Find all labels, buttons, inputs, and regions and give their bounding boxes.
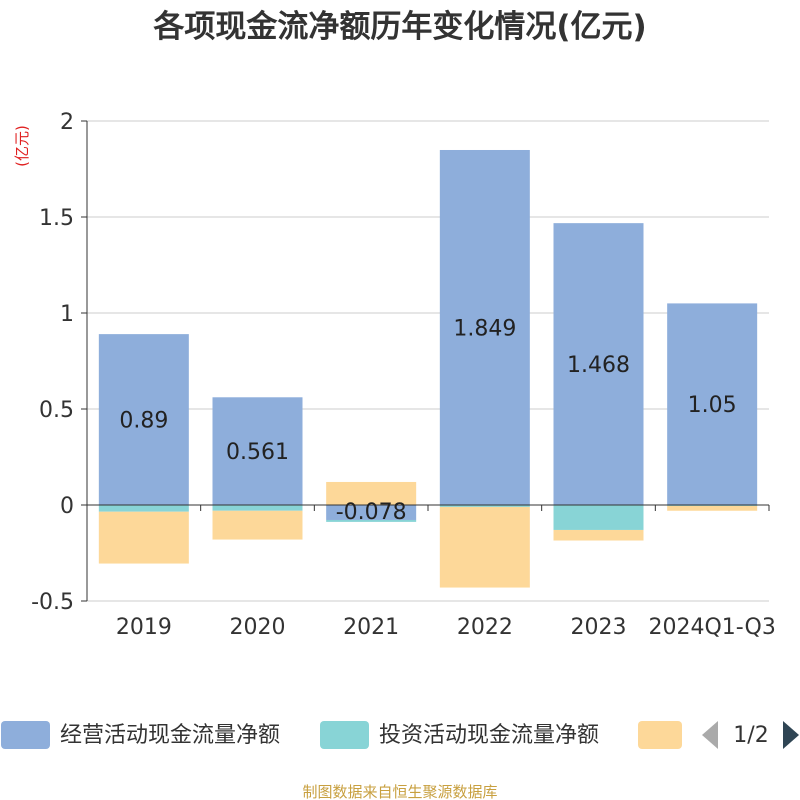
data-label-2020: 0.561 [226,440,289,465]
data-labels: 0.89 0.561 -0.078 1.849 1.468 1.05 [119,316,736,525]
x-tick-label-2020: 2020 [230,615,286,640]
y-tick-label: 1 [60,302,74,327]
legend-swatch-investing [320,721,369,749]
bar-2024Q1-Q3-series-0 [667,303,758,505]
bar-2020-series-2 [212,510,303,540]
data-label-2019: 0.89 [119,409,168,434]
data-label-2022: 1.849 [453,316,516,341]
bar-2021-series-1 [326,519,417,522]
bar-2022-series-1 [439,505,530,507]
bar-2023-series-2 [553,529,644,541]
legend-page-indicator: 1/2 [733,723,768,748]
data-source-note: 制图数据来自恒生聚源数据库 [302,783,497,800]
bar-2023-series-0 [553,223,644,506]
legend-label-operating: 经营活动现金流量净额 [60,723,280,748]
data-label-2021: -0.078 [336,500,407,525]
bars [98,149,758,588]
bar-2024Q1-Q3-series-2 [667,505,758,511]
data-label-2024Q1-Q3: 1.05 [688,393,737,418]
bar-2021-series-2 [326,481,417,505]
x-tick-label-2022: 2022 [457,615,513,640]
x-tick-label-2019: 2019 [116,615,172,640]
y-axis-unit: (亿元) [13,125,31,167]
bar-2022-series-2 [439,506,530,588]
legend-prev-page-icon[interactable] [702,721,718,749]
legend-swatch-operating [1,721,50,749]
legend-next-page-icon[interactable] [783,721,799,749]
grid-lines [87,120,769,602]
legend-swatch-third [638,721,682,749]
axes [86,121,770,601]
y-tick-label: 1.5 [39,206,74,231]
y-tick-label: 2 [60,110,74,135]
y-tick-label: 0.5 [39,398,74,423]
x-axis-ticks: 2019 2020 2021 2022 2023 2024Q1-Q3 [116,615,776,640]
bar-2020-series-1 [212,505,303,511]
bar-2022-series-0 [439,149,530,505]
x-tick-label-2021: 2021 [343,615,399,640]
x-tick-label-2023: 2023 [571,615,627,640]
bar-2019-series-0 [98,334,189,505]
bar-2023-series-1 [553,505,644,530]
bar-2019-series-1 [98,505,189,512]
y-axis-ticks: 2 1.5 1 0.5 0 -0.5 [31,110,87,615]
x-tick-label-2024Q1-Q3: 2024Q1-Q3 [648,615,775,640]
y-tick-label: 0 [60,494,74,519]
bar-2021-series-0 [326,505,417,520]
legend: 经营活动现金流量净额 投资活动现金流量净额 1/2 [1,721,799,749]
chart-title: 各项现金流净额历年变化情况(亿元) [152,9,646,45]
y-tick-label: -0.5 [31,590,74,615]
bar-2019-series-2 [98,511,189,564]
bar-2020-series-0 [212,397,303,505]
legend-label-investing: 投资活动现金流量净额 [379,723,599,748]
data-label-2023: 1.468 [567,353,630,378]
